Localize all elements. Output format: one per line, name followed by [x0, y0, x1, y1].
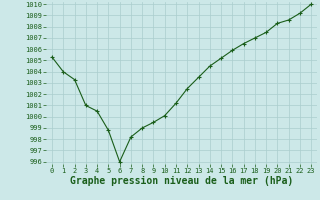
- X-axis label: Graphe pression niveau de la mer (hPa): Graphe pression niveau de la mer (hPa): [70, 176, 293, 186]
